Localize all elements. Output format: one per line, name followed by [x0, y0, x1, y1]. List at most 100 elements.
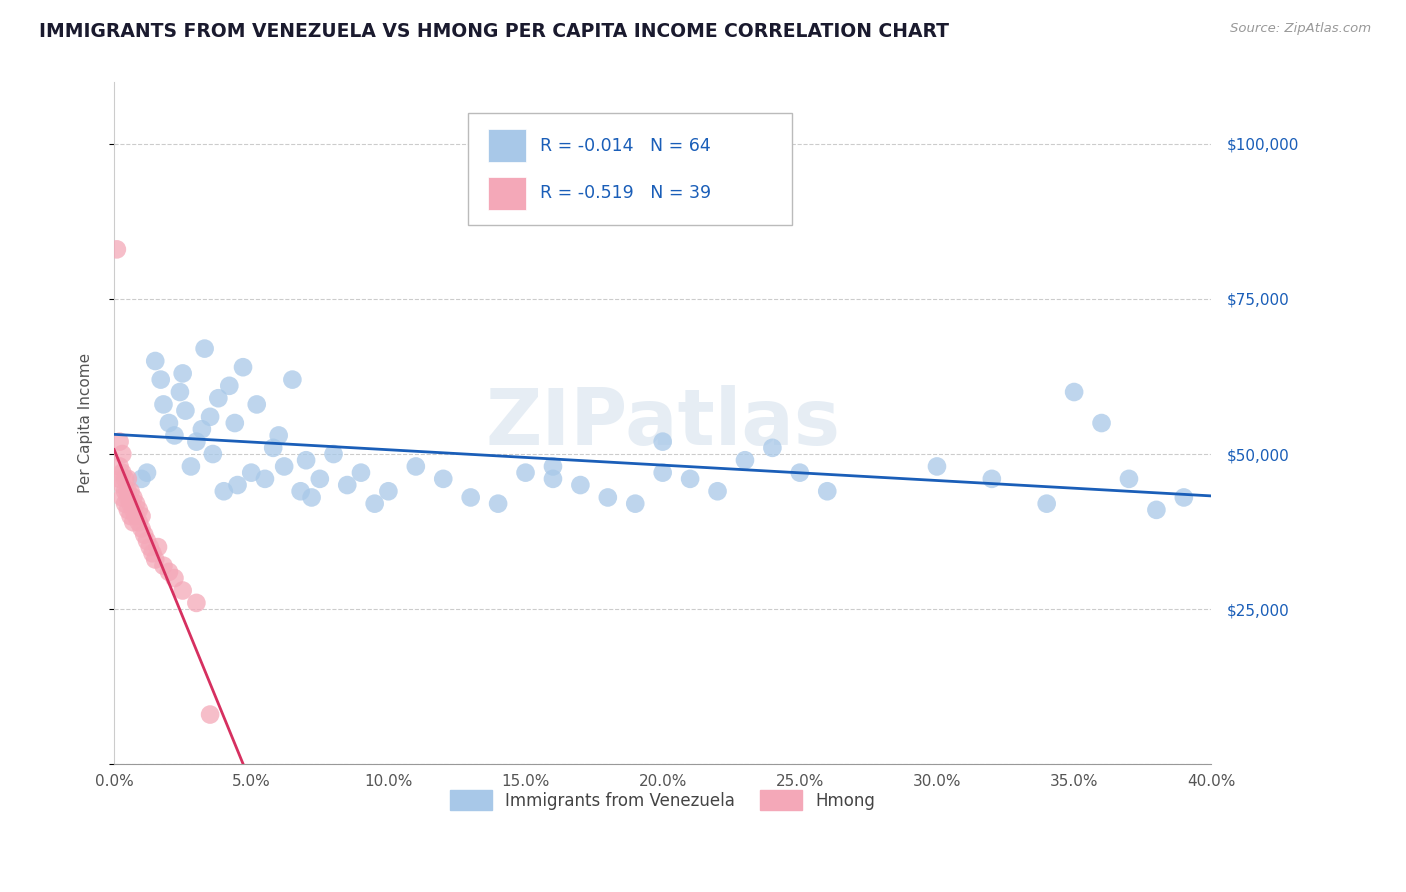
Point	[125, 497, 148, 511]
Point	[273, 459, 295, 474]
Point	[172, 367, 194, 381]
Point	[122, 503, 145, 517]
Point	[363, 497, 385, 511]
Point	[515, 466, 537, 480]
Point	[246, 397, 269, 411]
Point	[679, 472, 702, 486]
Point	[117, 503, 139, 517]
FancyBboxPatch shape	[488, 129, 526, 162]
Point	[1144, 503, 1167, 517]
Point	[201, 447, 224, 461]
Point	[136, 466, 159, 480]
Point	[174, 403, 197, 417]
Text: ZIPatlas: ZIPatlas	[485, 385, 841, 461]
Point	[122, 491, 145, 505]
Text: R = -0.014   N = 64: R = -0.014 N = 64	[540, 136, 710, 154]
Point	[146, 540, 169, 554]
Point	[128, 503, 150, 517]
Point	[224, 416, 246, 430]
Point	[322, 447, 344, 461]
Point	[432, 472, 454, 486]
Point	[198, 707, 221, 722]
Point	[149, 373, 172, 387]
Point	[226, 478, 249, 492]
Point	[761, 441, 783, 455]
Point	[281, 373, 304, 387]
Point	[117, 484, 139, 499]
Point	[120, 509, 142, 524]
Point	[143, 552, 166, 566]
Point	[186, 434, 208, 449]
Point	[569, 478, 592, 492]
Y-axis label: Per Capita Income: Per Capita Income	[79, 353, 93, 493]
Point	[218, 379, 240, 393]
Point	[163, 428, 186, 442]
Point	[301, 491, 323, 505]
Point	[405, 459, 427, 474]
Point	[194, 342, 217, 356]
Point	[486, 497, 509, 511]
Point	[157, 416, 180, 430]
Point	[706, 484, 728, 499]
Point	[596, 491, 619, 505]
Point	[308, 472, 330, 486]
Point	[143, 354, 166, 368]
Point	[117, 472, 139, 486]
Point	[114, 497, 136, 511]
Point	[120, 497, 142, 511]
Point	[295, 453, 318, 467]
Point	[460, 491, 482, 505]
Point	[125, 509, 148, 524]
Legend: Immigrants from Venezuela, Hmong: Immigrants from Venezuela, Hmong	[441, 781, 883, 819]
Point	[240, 466, 263, 480]
Point	[789, 466, 811, 480]
FancyBboxPatch shape	[468, 112, 792, 225]
Point	[152, 397, 174, 411]
Point	[186, 596, 208, 610]
Point	[111, 491, 134, 505]
Point	[1173, 491, 1195, 505]
Point	[131, 472, 153, 486]
Point	[141, 546, 163, 560]
Point	[350, 466, 373, 480]
Point	[1118, 472, 1140, 486]
FancyBboxPatch shape	[488, 177, 526, 210]
Point	[191, 422, 214, 436]
Point	[180, 459, 202, 474]
Text: R = -0.519   N = 39: R = -0.519 N = 39	[540, 185, 711, 202]
Point	[134, 527, 156, 541]
Point	[114, 484, 136, 499]
Point	[541, 459, 564, 474]
Point	[624, 497, 647, 511]
Point	[377, 484, 399, 499]
Point	[262, 441, 284, 455]
Point	[207, 391, 229, 405]
Point	[114, 472, 136, 486]
Point	[232, 360, 254, 375]
Point	[108, 472, 131, 486]
Point	[131, 521, 153, 535]
Point	[290, 484, 312, 499]
Point	[105, 243, 128, 257]
Point	[111, 447, 134, 461]
Point	[163, 571, 186, 585]
Point	[108, 459, 131, 474]
Point	[139, 540, 162, 554]
Point	[267, 428, 290, 442]
Text: Source: ZipAtlas.com: Source: ZipAtlas.com	[1230, 22, 1371, 36]
Point	[541, 472, 564, 486]
Point	[172, 583, 194, 598]
Point	[152, 558, 174, 573]
Point	[108, 434, 131, 449]
Point	[651, 466, 673, 480]
Point	[1063, 384, 1085, 399]
Point	[128, 516, 150, 530]
Point	[925, 459, 948, 474]
Point	[169, 384, 191, 399]
Point	[157, 565, 180, 579]
Point	[136, 533, 159, 548]
Point	[651, 434, 673, 449]
Point	[198, 409, 221, 424]
Point	[734, 453, 756, 467]
Point	[131, 509, 153, 524]
